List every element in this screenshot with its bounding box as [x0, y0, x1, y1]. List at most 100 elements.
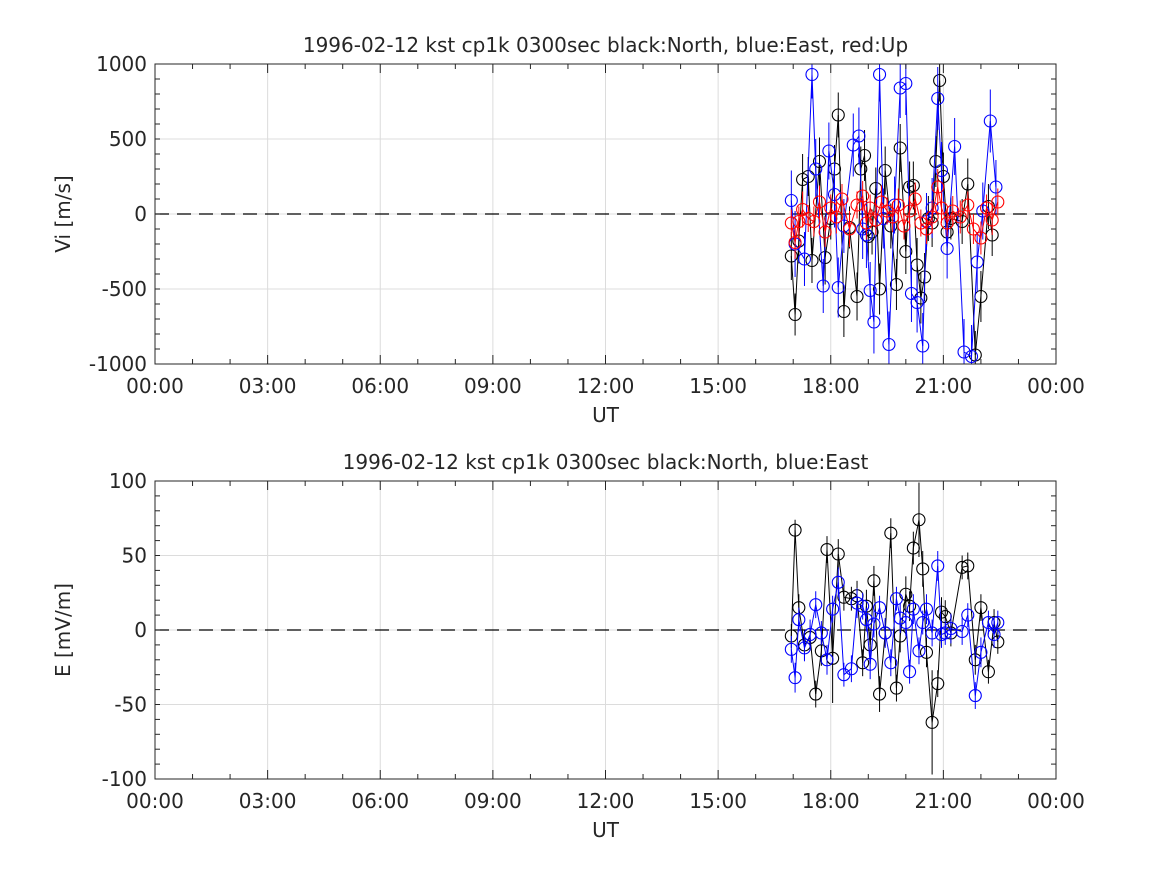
y-tick-label: 1000	[96, 52, 147, 76]
data-point-east	[844, 662, 858, 676]
data-point-east	[792, 613, 806, 627]
data-point-east	[989, 180, 1003, 194]
data-point-east	[805, 67, 819, 82]
data-point-east	[925, 626, 939, 640]
data-point-up	[908, 192, 922, 206]
data-point-east	[826, 602, 840, 616]
x-tick-label: 00:00	[126, 374, 184, 398]
x-tick-label: 03:00	[239, 789, 297, 813]
data-point-up	[788, 235, 802, 250]
data-point-north	[856, 656, 870, 670]
data-point-east	[910, 295, 924, 310]
x-tick-label: 12:00	[577, 374, 635, 398]
data-point-east	[882, 337, 896, 352]
data-point-east	[919, 602, 934, 616]
data-point-east	[912, 644, 926, 658]
chart-title: 1996-02-12 kst cp1k 0300sec black:North,…	[343, 450, 869, 474]
data-point-east	[784, 642, 798, 656]
data-point-east	[976, 204, 990, 218]
y-axis-label: E [mV/m]	[51, 583, 75, 677]
x-tick-label: 21:00	[915, 374, 973, 398]
data-point-east	[816, 279, 830, 293]
data-point-north	[899, 244, 913, 259]
data-point-east	[809, 598, 823, 612]
data-point-east	[983, 114, 997, 128]
x-tick-label: 09:00	[464, 789, 522, 813]
data-point-east	[822, 144, 836, 158]
data-point-up	[818, 225, 832, 239]
electric-field-panel: 1996-02-12 kst cp1k 0300sec black:North,…	[51, 450, 1085, 842]
data-point-east	[831, 280, 845, 295]
data-point-north	[884, 526, 898, 540]
y-tick-label: -1000	[89, 352, 147, 376]
x-axis-label: UT	[592, 818, 620, 842]
data-point-east	[991, 615, 1005, 630]
data-point-north	[850, 289, 864, 304]
data-point-up	[856, 189, 870, 203]
data-point-up	[829, 210, 843, 224]
data-point-north	[812, 154, 827, 169]
data-point-east	[878, 626, 892, 640]
data-point-east	[873, 67, 887, 82]
data-point-east	[948, 139, 962, 154]
data-point-east	[876, 211, 890, 226]
data-point-north	[903, 599, 917, 613]
y-tick-label: -50	[114, 693, 147, 717]
data-point-north	[961, 559, 975, 573]
data-point-east	[940, 241, 954, 256]
data-point-north	[788, 523, 802, 537]
data-point-east	[955, 624, 969, 639]
data-point-up	[807, 214, 821, 229]
y-tick-label: 100	[109, 469, 147, 493]
data-point-east	[906, 602, 920, 616]
data-point-east	[820, 653, 834, 667]
data-point-north	[873, 687, 887, 701]
x-tick-label: 12:00	[577, 789, 635, 813]
data-point-east	[968, 689, 982, 703]
data-point-north	[873, 282, 887, 296]
series-up	[784, 169, 1005, 259]
y-tick-label: 500	[109, 127, 147, 151]
data-point-east	[964, 349, 979, 364]
data-point-up	[859, 216, 873, 230]
x-tick-label: 00:00	[126, 789, 184, 813]
data-point-north	[974, 601, 988, 615]
x-tick-label: 15:00	[689, 374, 747, 398]
data-point-east	[788, 671, 802, 685]
x-tick-label: 06:00	[351, 374, 409, 398]
data-point-up	[985, 213, 999, 227]
data-point-up	[792, 214, 806, 229]
y-tick-label: -100	[102, 767, 147, 791]
data-point-north	[925, 715, 939, 729]
data-point-north	[820, 542, 834, 557]
data-point-east	[784, 193, 798, 208]
data-point-east	[931, 91, 945, 106]
data-point-up	[812, 195, 827, 209]
data-point-east	[899, 76, 913, 91]
x-tick-label: 18:00	[802, 374, 860, 398]
data-point-north	[784, 249, 798, 263]
data-point-east	[957, 345, 971, 359]
data-point-east	[899, 615, 913, 630]
data-point-up	[974, 231, 988, 245]
data-point-east	[931, 559, 945, 573]
data-point-east	[867, 315, 881, 329]
data-point-north	[889, 277, 903, 292]
data-point-east	[859, 613, 873, 627]
x-tick-label: 00:00	[1027, 374, 1085, 398]
data-point-north	[931, 677, 945, 691]
data-point-up	[784, 216, 798, 230]
data-point-north	[831, 547, 845, 561]
data-point-east	[974, 645, 988, 659]
data-point-east	[916, 339, 930, 353]
data-point-north	[961, 177, 975, 191]
data-point-up	[835, 192, 849, 206]
data-point-east	[970, 255, 984, 269]
data-point-north	[889, 681, 903, 695]
y-tick-label: -500	[102, 277, 147, 301]
series-east	[784, 551, 1005, 709]
data-point-east	[916, 615, 930, 630]
data-point-north	[809, 687, 823, 701]
data-point-up	[953, 210, 967, 224]
